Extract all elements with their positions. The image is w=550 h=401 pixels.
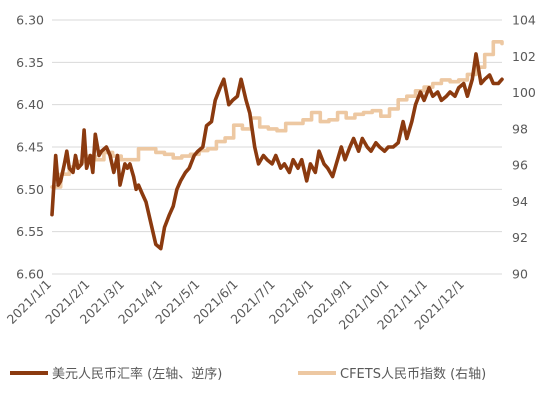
chart-legend: 美元人民币汇率 (左轴、逆序) CFETS人民币指数 (右轴) <box>10 366 486 382</box>
left-tick-label: 6.50 <box>16 182 44 197</box>
right-tick-label: 90 <box>512 267 528 282</box>
right-tick-label: 94 <box>512 194 528 209</box>
left-tick-label: 6.40 <box>16 97 44 112</box>
legend-label-cfets: CFETS人民币指数 (右轴) <box>340 367 486 382</box>
right-axis-ticks: 104 102 100 98 96 94 92 90 <box>512 13 536 282</box>
series-line-cfets <box>50 40 504 189</box>
left-tick-label: 6.30 <box>16 13 44 28</box>
right-tick-label: 104 <box>512 13 536 28</box>
left-tick-label: 6.55 <box>16 224 44 239</box>
left-tick-label: 6.35 <box>16 55 44 70</box>
left-tick-label: 6.60 <box>16 267 44 282</box>
right-tick-label: 100 <box>512 85 536 100</box>
right-tick-label: 98 <box>512 121 528 136</box>
series-line-usdcny <box>50 52 504 251</box>
legend-label-usdcny: 美元人民币汇率 (左轴、逆序) <box>52 366 222 382</box>
right-tick-label: 92 <box>512 230 528 245</box>
left-tick-label: 6.45 <box>16 140 44 155</box>
series-lines <box>50 40 504 251</box>
left-axis-ticks: 6.30 6.35 6.40 6.45 6.50 6.55 6.60 <box>16 13 44 282</box>
horizontal-gridlines <box>52 19 502 275</box>
right-tick-label: 102 <box>512 49 536 64</box>
x-axis-ticks: 2021/1/12021/2/12021/3/12021/4/12021/5/1… <box>4 277 467 333</box>
right-tick-label: 96 <box>512 158 528 173</box>
